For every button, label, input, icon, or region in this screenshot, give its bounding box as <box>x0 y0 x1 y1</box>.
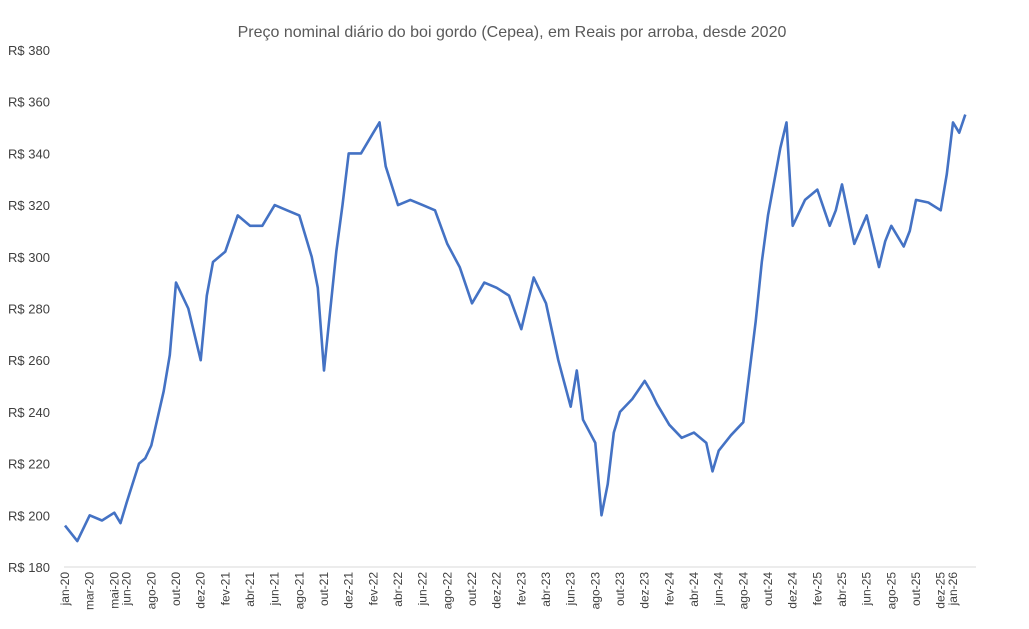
x-tick-label: ago-23 <box>588 572 602 610</box>
x-tick-label: ago-20 <box>144 572 158 610</box>
x-tick-label: dez-22 <box>490 572 504 609</box>
x-tick-label: out-25 <box>909 572 923 606</box>
x-tick-label: jun-22 <box>416 572 430 607</box>
x-tick-label: ago-21 <box>292 572 306 610</box>
x-tick-label: jun-24 <box>712 572 726 607</box>
x-tick-label: dez-24 <box>786 572 800 609</box>
x-tick-label: out-23 <box>613 572 627 606</box>
x-tick-label: ago-24 <box>736 572 750 610</box>
x-tick-label: jun-23 <box>564 572 578 607</box>
x-tick-label: mar-20 <box>83 572 97 610</box>
y-tick-label: R$ 380 <box>8 43 50 58</box>
x-tick-label: out-20 <box>169 572 183 606</box>
x-tick-label: jan-26 <box>946 572 960 607</box>
y-tick-label: R$ 360 <box>8 95 50 110</box>
y-tick-label: R$ 340 <box>8 146 50 161</box>
x-tick-label: fev-23 <box>514 572 528 606</box>
y-tick-label: R$ 200 <box>8 508 50 523</box>
y-tick-label: R$ 280 <box>8 302 50 317</box>
x-tick-label: abr-22 <box>391 572 405 607</box>
plot-area <box>63 114 967 543</box>
x-tick-label: out-24 <box>761 572 775 606</box>
x-tick-label: jun-25 <box>860 572 874 607</box>
x-tick-label: out-22 <box>465 572 479 606</box>
x-tick-label: fev-21 <box>218 572 232 606</box>
x-tick-label: jun-20 <box>120 572 134 607</box>
y-tick-label: R$ 320 <box>8 198 50 213</box>
x-tick-label: dez-25 <box>934 572 948 609</box>
y-tick-label: R$ 180 <box>8 560 50 575</box>
x-tick-label: abr-23 <box>539 572 553 607</box>
y-axis: R$ 180 R$ 200 R$ 220 R$ 240 R$ 260 R$ 280 R$ 3… <box>8 43 50 575</box>
x-tick-label: fev-22 <box>366 572 380 606</box>
x-tick-label: mai-20 <box>107 572 121 609</box>
series-line-price <box>63 114 967 543</box>
chart-title: Preço nominal diário do boi gordo (Cepea… <box>238 24 787 41</box>
y-tick-label: R$ 240 <box>8 405 50 420</box>
x-tick-label: abr-24 <box>687 572 701 607</box>
x-tick-label: ago-22 <box>440 572 454 610</box>
x-tick-label: out-21 <box>317 572 331 606</box>
x-tick-label: dez-23 <box>638 572 652 609</box>
y-tick-label: R$ 300 <box>8 250 50 265</box>
x-tick-label: abr-25 <box>835 572 849 607</box>
x-tick-label: dez-20 <box>194 572 208 609</box>
x-tick-label: fev-25 <box>810 572 824 606</box>
x-tick-label: dez-21 <box>342 572 356 609</box>
x-tick-label: abr-21 <box>243 572 257 607</box>
x-tick-label: jun-21 <box>268 572 282 607</box>
x-tick-label: fev-24 <box>662 572 676 606</box>
y-tick-label: R$ 220 <box>8 457 50 472</box>
x-tick-label: ago-25 <box>884 572 898 610</box>
x-tick-label: jan-20 <box>58 572 72 607</box>
y-tick-label: R$ 260 <box>8 353 50 368</box>
